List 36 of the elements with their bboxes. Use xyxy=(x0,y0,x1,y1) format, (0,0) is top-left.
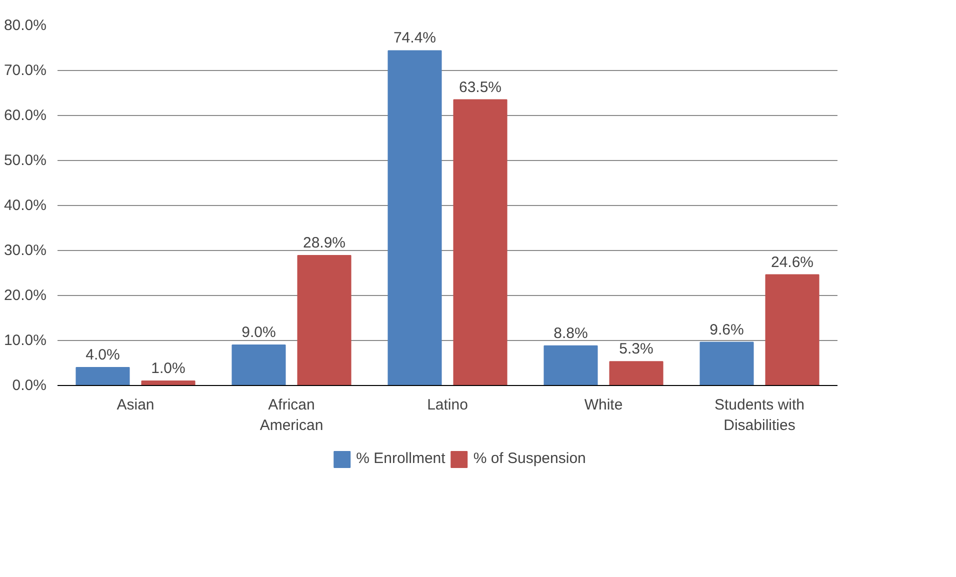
bar xyxy=(609,361,664,386)
data-label: 8.8% xyxy=(554,324,588,342)
x-tick-label: Students with Disabilities xyxy=(714,396,805,434)
data-label: 74.4% xyxy=(393,30,436,47)
x-tick-label: Asian xyxy=(116,396,154,414)
y-tick-label: 80.0% xyxy=(4,17,47,34)
bar xyxy=(141,380,196,386)
legend-label: % Enrollment xyxy=(356,450,446,467)
y-tick-label: 70.0% xyxy=(4,62,47,79)
data-label: 1.0% xyxy=(151,360,186,377)
bar xyxy=(76,367,130,386)
y-tick-label: 40.0% xyxy=(4,197,47,214)
bar xyxy=(765,274,820,386)
y-tick-label: 60.0% xyxy=(4,107,47,124)
bar xyxy=(388,50,442,386)
y-tick-label: 30.0% xyxy=(4,242,47,259)
bar xyxy=(544,345,598,386)
data-label: 24.6% xyxy=(770,254,814,271)
data-label: 4.0% xyxy=(86,346,120,364)
data-label: 5.3% xyxy=(619,340,654,358)
bar xyxy=(232,344,286,386)
y-tick-label: 10.0% xyxy=(4,332,47,349)
bar xyxy=(700,342,754,386)
bar xyxy=(453,99,508,386)
bar xyxy=(297,254,352,386)
y-tick-label: 20.0% xyxy=(4,287,47,304)
x-tick-label: White xyxy=(584,396,623,414)
y-tick-label: 50.0% xyxy=(4,152,47,169)
data-label: 63.5% xyxy=(458,78,502,96)
data-label: 9.0% xyxy=(242,324,276,341)
x-tick-label: Latino xyxy=(427,396,468,414)
y-tick-label: 0.0% xyxy=(12,377,47,394)
x-tick-label: African American xyxy=(260,396,324,434)
data-label: 28.9% xyxy=(302,234,346,252)
legend-label: % of Suspension xyxy=(473,450,586,467)
data-label: 9.6% xyxy=(710,321,744,338)
